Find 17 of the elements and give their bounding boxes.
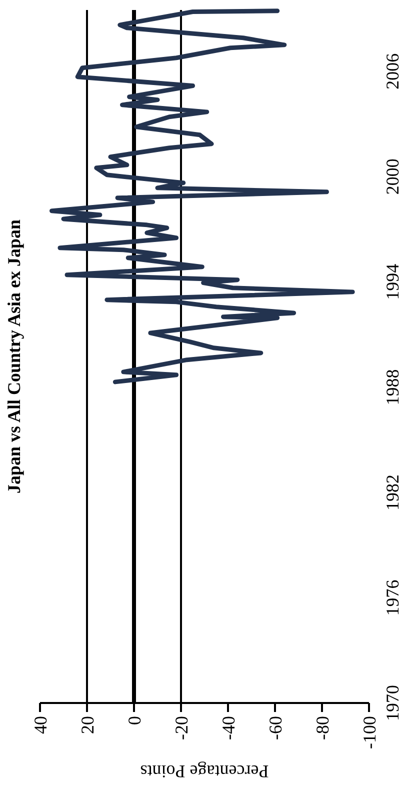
x-tick-label: 40 xyxy=(30,716,50,734)
x-tick-label: -40 xyxy=(218,716,238,740)
x-axis-title: Percentage Points xyxy=(140,762,269,782)
y-tick-label: 2000 xyxy=(382,158,402,195)
y-tick-label: 1994 xyxy=(382,264,402,300)
x-tick-label: -20 xyxy=(171,716,192,740)
x-tick-label: -60 xyxy=(265,716,286,740)
y-tick-label: 1982 xyxy=(382,474,402,510)
x-tick-label: -100 xyxy=(359,716,380,749)
text: Japan vs All Country Asia ex Japan xyxy=(4,219,24,494)
x-tick-label: -80 xyxy=(312,716,332,740)
x-tick-label: 0 xyxy=(124,716,144,725)
y-tick-label: 1976 xyxy=(382,580,402,616)
y-tick-label: 2006 xyxy=(382,53,402,90)
y-tick-label: 1970 xyxy=(382,685,402,721)
y-tick-label: 1988 xyxy=(382,369,402,406)
x-tick-label: 20 xyxy=(77,716,98,734)
